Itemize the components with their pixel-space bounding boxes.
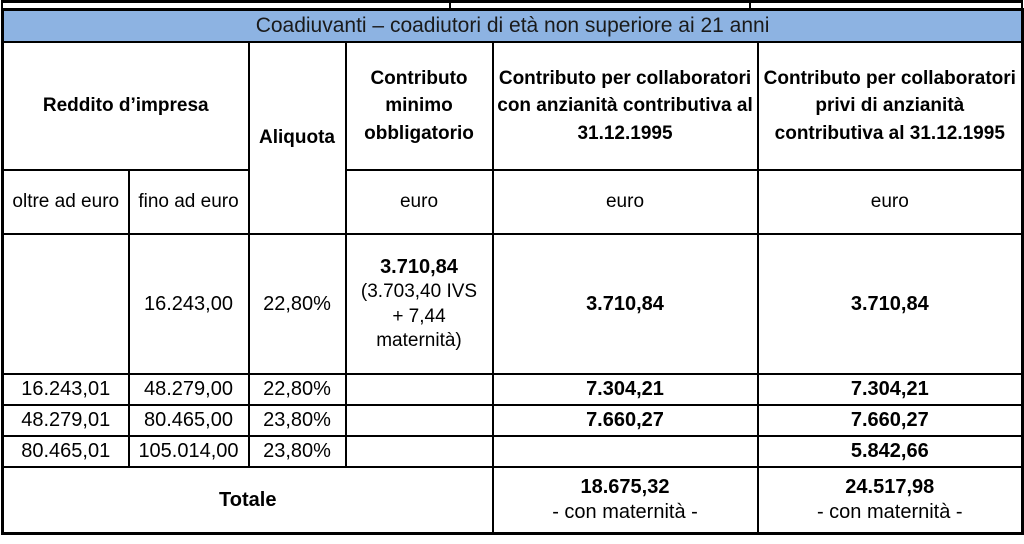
table-title: Coadiuvanti – coadiutori di età non supe… (1, 8, 1024, 44)
cell-r1-minimo: 3.710,84 (3.703,40 IVS + 7,44 maternità) (344, 233, 494, 376)
cell-r4-privi-anzianita: 5.842,66 (756, 435, 1024, 469)
cell-r2-minimo (344, 373, 494, 407)
subheader-euro-minimo: euro (344, 169, 494, 236)
header-contributo-privi-anzianita: Contributo per collaboratori privi di an… (756, 41, 1024, 172)
cell-r1-oltre (1, 233, 130, 376)
cell-r2-privi-anzianita: 7.304,21 (756, 373, 1024, 407)
cell-r3-privi-anzianita: 7.660,27 (756, 404, 1024, 438)
subheader-oltre-ad-euro: oltre ad euro (1, 169, 130, 236)
cell-r2-oltre: 16.243,01 (1, 373, 130, 407)
total-con-note: - con maternità - (552, 501, 698, 523)
cell-r1-fino: 16.243,00 (127, 233, 250, 376)
header-reddito-impresa: Reddito d’impresa (1, 41, 250, 172)
cell-r2-fino: 48.279,00 (127, 373, 250, 407)
cell-r1-aliquota: 22,80% (247, 233, 347, 376)
cell-r4-aliquota: 23,80% (247, 435, 347, 469)
minimo-value: 3.710,84 (380, 256, 458, 279)
cell-r3-fino: 80.465,00 (127, 404, 250, 438)
header-aliquota: Aliquota (247, 41, 347, 236)
subheader-fino-ad-euro: fino ad euro (127, 169, 250, 236)
minimo-note: (3.703,40 IVS + 7,44 maternità) (360, 281, 478, 351)
contribution-table: Coadiuvanti – coadiutori di età non supe… (1, 8, 1024, 535)
cell-r1-con-anzianita: 3.710,84 (491, 233, 759, 376)
cell-r2-aliquota: 22,80% (247, 373, 347, 407)
cell-r3-minimo (344, 404, 494, 438)
cropped-row-divider (449, 3, 451, 8)
total-con-anzianita: 18.675,32 - con maternità - (491, 466, 759, 535)
cell-r4-fino: 105.014,00 (127, 435, 250, 469)
subheader-euro-con-anzianita: euro (491, 169, 759, 236)
total-privi-value: 24.517,98 (845, 476, 935, 498)
cropped-row-divider (749, 3, 751, 8)
cell-r4-con-anzianita (491, 435, 759, 469)
cropped-row-above (1, 0, 1023, 8)
cell-r3-oltre: 48.279,01 (1, 404, 130, 438)
cell-r2-con-anzianita: 7.304,21 (491, 373, 759, 407)
cell-r3-con-anzianita: 7.660,27 (491, 404, 759, 438)
cell-r1-privi-anzianita: 3.710,84 (756, 233, 1024, 376)
header-contributo-con-anzianita: Contributo per collaboratori con anziani… (491, 41, 759, 172)
subheader-euro-privi-anzianita: euro (756, 169, 1024, 236)
cell-r3-aliquota: 23,80% (247, 404, 347, 438)
cell-r4-minimo (344, 435, 494, 469)
header-contributo-minimo: Contributo minimo obbligatorio (344, 41, 494, 172)
total-label: Totale (1, 466, 494, 535)
total-privi-anzianita: 24.517,98 - con maternità - (756, 466, 1024, 535)
cell-r4-oltre: 80.465,01 (1, 435, 130, 469)
total-privi-note: - con maternità - (816, 501, 963, 523)
total-con-value: 18.675,32 (580, 476, 670, 498)
